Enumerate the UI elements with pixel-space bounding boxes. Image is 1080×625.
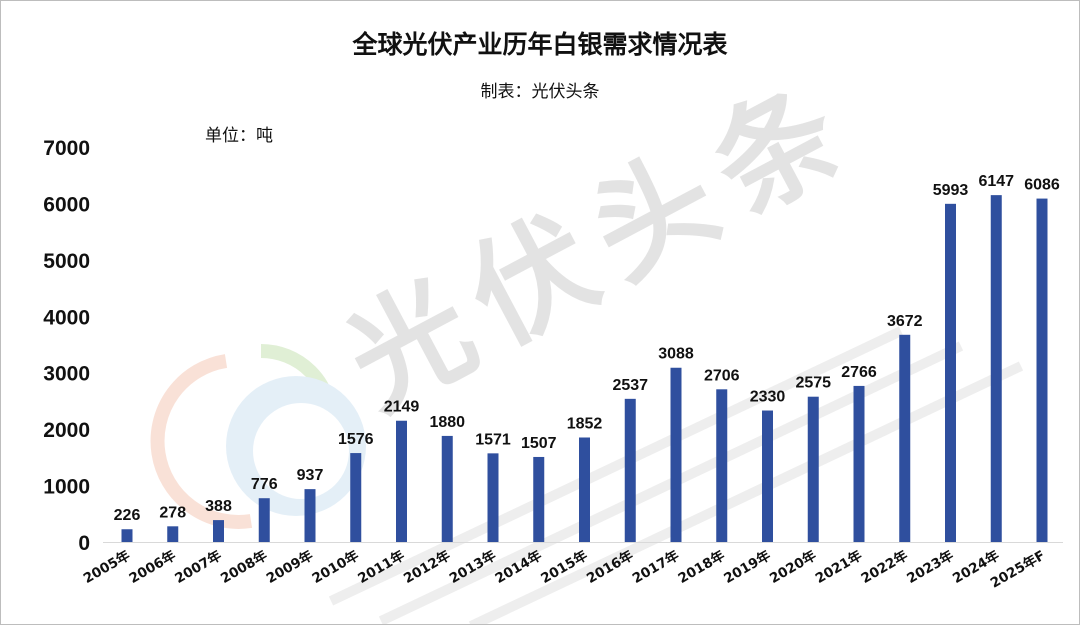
bar xyxy=(487,453,499,542)
data-label: 776 xyxy=(251,476,278,493)
bar xyxy=(213,520,224,542)
bars xyxy=(121,195,1048,542)
bar xyxy=(853,385,865,542)
bar xyxy=(441,435,453,542)
chart-subtitle: 制表：光伏头条 xyxy=(480,82,600,102)
bar xyxy=(350,453,362,542)
data-label: 2706 xyxy=(704,367,740,384)
data-label: 1507 xyxy=(521,435,557,452)
y-tick-label: 6000 xyxy=(43,193,90,216)
bar xyxy=(396,420,407,542)
data-label: 2149 xyxy=(384,399,420,416)
bar xyxy=(762,410,773,542)
chart-title: 全球光伏产业历年白银需求情况表 xyxy=(352,30,728,59)
data-label: 937 xyxy=(297,467,324,484)
data-label: 278 xyxy=(159,504,186,521)
y-axis: 0 1000 2000 3000 4000 5000 6000 7000 xyxy=(43,137,1063,555)
x-tick-label: 2021年 xyxy=(812,546,865,587)
bar xyxy=(304,489,316,542)
bar xyxy=(807,396,819,542)
data-label: 1576 xyxy=(338,431,374,448)
x-tick-label: 2018年 xyxy=(675,546,728,587)
data-label: 6147 xyxy=(978,173,1014,190)
y-tick-label: 0 xyxy=(78,532,90,555)
bar xyxy=(121,529,133,542)
bar xyxy=(533,456,545,542)
x-tick-label: 2022年 xyxy=(858,546,911,587)
data-label: 2330 xyxy=(750,389,786,406)
bar xyxy=(899,334,911,542)
data-label: 5993 xyxy=(933,182,969,199)
y-tick-label: 3000 xyxy=(43,363,90,386)
bar xyxy=(624,398,636,542)
data-labels: 226 278 388 776 937 1576 2149 1880 1571 1507 1852 2… xyxy=(114,173,1060,524)
bar xyxy=(258,498,270,542)
y-tick-label: 1000 xyxy=(43,476,90,499)
x-tick-label: 2010年 xyxy=(309,546,362,587)
data-label: 226 xyxy=(114,507,141,524)
data-label: 1852 xyxy=(567,415,603,432)
data-label: 6086 xyxy=(1024,177,1060,194)
x-tick-label: 2009年 xyxy=(263,546,316,587)
x-tick-label: 2007年 xyxy=(172,546,225,587)
bar xyxy=(670,367,682,542)
y-tick-label: 4000 xyxy=(43,306,90,329)
x-tick-label: 2023年 xyxy=(904,546,957,587)
data-label: 388 xyxy=(205,498,232,515)
x-tick-label: 2006年 xyxy=(126,546,179,587)
data-label: 3672 xyxy=(887,313,923,330)
x-tick-label: 2008年 xyxy=(218,546,271,587)
y-tick-label: 7000 xyxy=(43,137,90,160)
bar xyxy=(167,526,179,542)
watermark-logo xyxy=(150,344,366,529)
y-tick-label: 2000 xyxy=(43,419,90,442)
data-label: 2766 xyxy=(841,364,877,381)
bar xyxy=(1036,198,1048,542)
x-tick-label: 2020年 xyxy=(767,546,820,587)
bar xyxy=(716,389,728,542)
y-tick-label: 5000 xyxy=(43,250,90,273)
bar xyxy=(945,203,956,542)
data-label: 1880 xyxy=(429,414,465,431)
data-label: 2537 xyxy=(612,377,648,394)
x-tick-label: 2019年 xyxy=(721,546,774,587)
data-label: 3088 xyxy=(658,346,694,363)
bar xyxy=(579,437,590,542)
unit-label: 单位：吨 xyxy=(205,126,273,146)
data-label: 1571 xyxy=(475,431,511,448)
data-label: 2575 xyxy=(795,375,831,392)
bar xyxy=(990,195,1002,542)
